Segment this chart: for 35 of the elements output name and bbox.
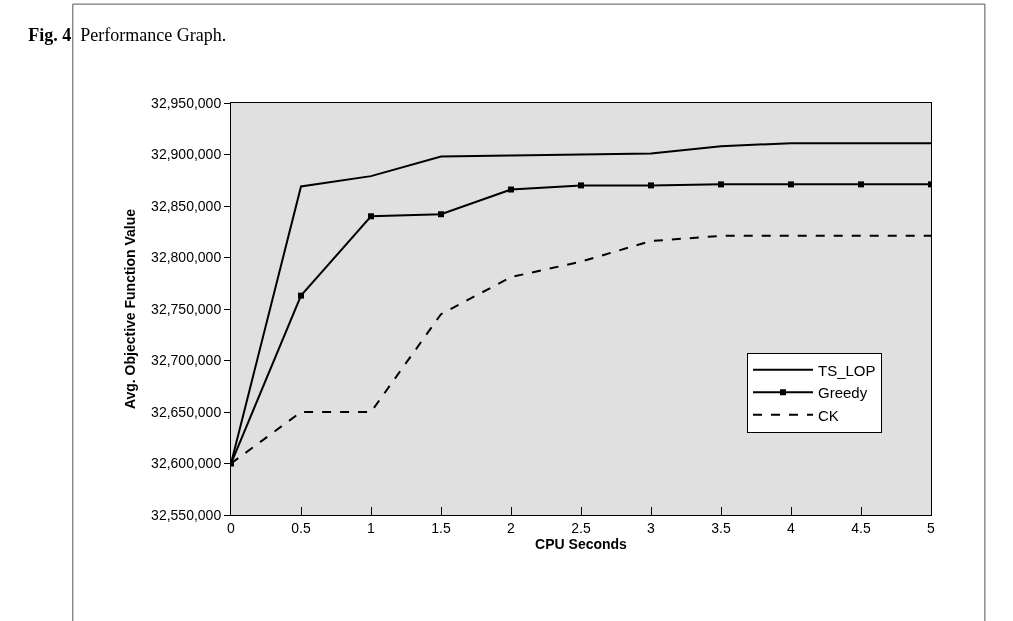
x-tick-label: 5 [927,519,936,536]
point [648,182,654,189]
y-tick-label: 32,800,000 [151,249,222,266]
legend-label: CK [818,406,839,424]
legend-label: Greedy [818,384,868,402]
y-tick-label: 32,650,000 [151,403,222,420]
x-tick-label: 0.5 [291,519,311,536]
point [298,292,304,299]
x-tick-label: 0 [227,519,236,536]
x-tick-label: 4 [787,519,796,536]
point [788,181,794,188]
legend-label: TS_LOP [818,361,876,379]
x-tick-label: 2.5 [571,519,591,536]
point [578,182,584,189]
y-tick-label: 32,900,000 [151,146,222,163]
x-tick-label: 3.5 [711,519,731,536]
x-tick-label: 1 [367,519,376,536]
x-tick-label: 2 [507,519,516,536]
y-tick-label: 32,600,000 [151,455,222,472]
x-tick-label: 4.5 [851,519,871,536]
point [438,211,444,218]
y-tick-label: 32,750,000 [151,300,222,317]
point [858,181,864,188]
point [508,186,514,193]
y-tick-label: 32,850,000 [151,197,222,214]
x-axis-title: CPU Seconds [535,535,628,552]
y-tick-label: 32,950,000 [151,94,222,111]
x-tick-label: 1.5 [431,519,451,536]
y-tick-label: 32,700,000 [151,352,222,369]
y-axis-title: Avg. Objective Function Value [121,208,138,410]
x-tick-label: 3 [647,519,656,536]
y-tick-label: 32,550,000 [151,506,222,523]
point [718,181,724,188]
chart-title: Fig. 4 Performance Graph. [28,24,227,45]
point [368,213,374,220]
